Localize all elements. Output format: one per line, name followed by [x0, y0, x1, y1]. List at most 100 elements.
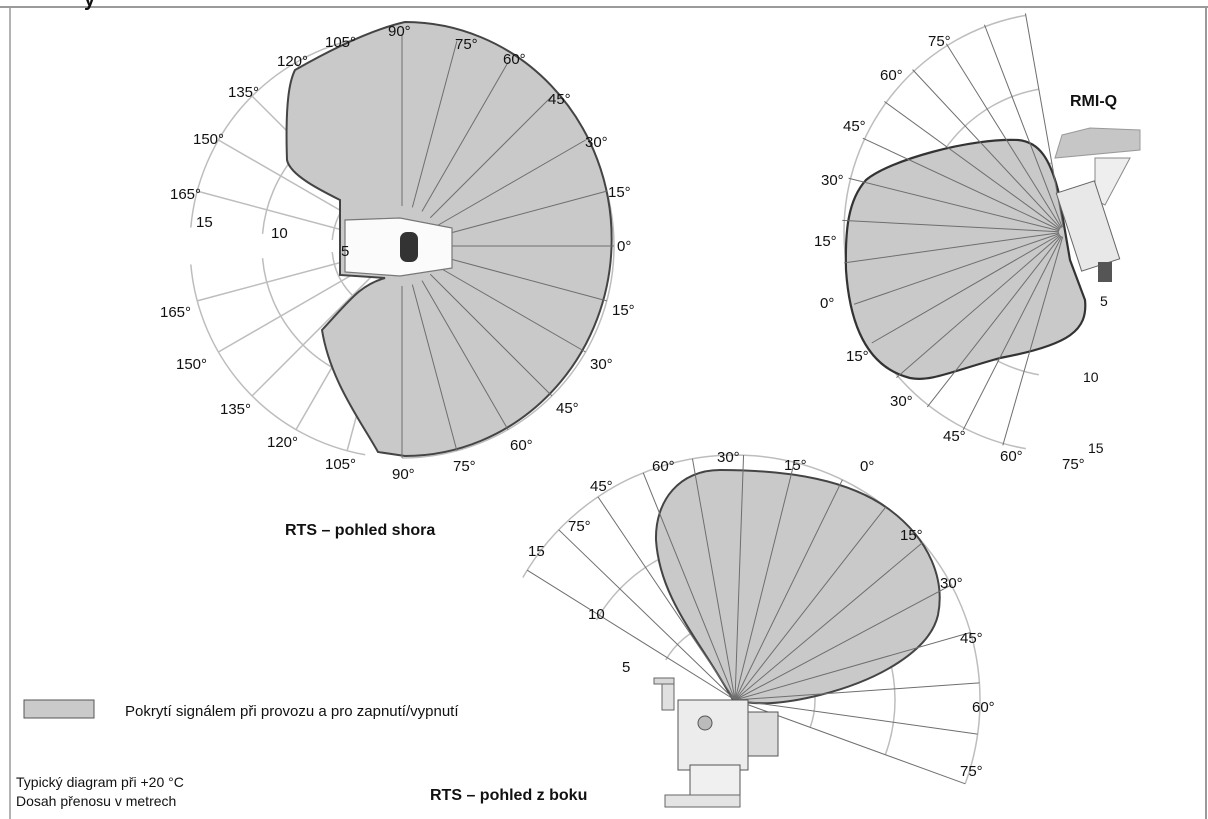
side-angle-60-lower: 60° — [972, 699, 995, 716]
rmiq-spoke — [926, 235, 1062, 408]
side-angle-30: 30° — [717, 449, 740, 466]
top-range-5: 5 — [341, 243, 349, 260]
rmiq-diagram: RMI-Q 75° 60° 45° 30° 15° 0° 15° 30° 45°… — [814, 13, 1141, 473]
top-angle-165-lower: 165° — [160, 304, 191, 321]
side-angle-30-lower: 30° — [940, 575, 963, 592]
side-spoke — [734, 506, 887, 701]
top-spoke — [411, 284, 458, 451]
top-range-10: 10 — [271, 225, 288, 242]
rmiq-spokes — [842, 13, 1064, 446]
side-view-coverage-area — [654, 468, 941, 705]
top-spoke-left-lower — [197, 255, 364, 302]
side-spoke — [691, 458, 736, 701]
rmiq-angle-30-lower: 30° — [890, 393, 913, 410]
rmiq-mount-plate — [1054, 127, 1141, 159]
top-spoke — [436, 265, 586, 353]
side-spoke — [734, 682, 980, 701]
side-range-5: 5 — [622, 659, 630, 676]
top-angle-15-upper: 15° — [608, 184, 631, 201]
rmiq-angle-15: 15° — [814, 233, 837, 250]
top-angle-30: 30° — [585, 134, 608, 151]
side-angle-15: 15° — [784, 457, 807, 474]
rmiq-spoke — [871, 234, 1060, 344]
top-angle-135-lower: 135° — [220, 401, 251, 418]
rmiq-spoke — [844, 232, 1060, 264]
side-spoke — [526, 569, 736, 701]
top-range-15: 15 — [196, 214, 213, 231]
note-temperature: Typický diagram při +20 °C — [16, 774, 184, 790]
side-spoke — [734, 631, 971, 701]
rmiq-title: RMI-Q — [1070, 93, 1117, 110]
side-angle-45-lower: 45° — [960, 630, 983, 647]
legend-text: Pokrytí signálem při provozu a pro zapnu… — [125, 703, 459, 720]
side-view-diagram: 45° 30° 15° 0° 60° 75° 15° 30° 45° 60° 7… — [430, 449, 995, 808]
rmiq-grid-ring — [843, 14, 1026, 450]
header-fragment: y — [84, 0, 96, 11]
rmiq-angle-0: 0° — [820, 295, 834, 312]
top-view-sensor-body — [344, 217, 453, 277]
rmiq-angle-75: 75° — [928, 33, 951, 50]
rmiq-range-10: 10 — [1083, 369, 1099, 385]
side-angle-75: 75° — [568, 518, 591, 535]
side-angle-60: 60° — [652, 458, 675, 475]
rmiq-coverage-area — [844, 138, 1087, 380]
top-angle-45-lower: 45° — [556, 400, 579, 417]
side-spoke — [734, 699, 978, 735]
side-range-15: 15 — [528, 543, 545, 560]
top-angle-120-lower: 120° — [267, 434, 298, 451]
side-spoke — [734, 462, 795, 701]
rmiq-spoke — [884, 101, 1061, 230]
side-view-sensor-device — [653, 677, 779, 808]
rmiq-spoke — [853, 233, 1060, 305]
top-angle-45: 45° — [548, 91, 571, 108]
top-grid-ring-lower-left — [190, 264, 366, 456]
rmiq-spoke — [983, 24, 1063, 228]
top-angle-30-lower: 30° — [590, 356, 613, 373]
rmiq-spoke — [962, 236, 1063, 431]
top-grid-ring-upper-left — [190, 36, 366, 228]
side-range-10: 10 — [588, 606, 605, 623]
rmiq-spoke — [862, 137, 1060, 231]
top-angle-150-lower: 150° — [176, 356, 207, 373]
top-spoke — [440, 255, 607, 302]
top-spoke — [436, 139, 586, 227]
top-spoke — [440, 190, 607, 237]
top-angle-0: 0° — [617, 238, 631, 255]
rmiq-spoke — [842, 219, 1060, 233]
top-view-title: RTS – pohled shora — [285, 522, 435, 539]
rmiq-range-15: 15 — [1088, 440, 1104, 456]
side-spoke — [734, 542, 924, 701]
rmiq-spoke — [945, 43, 1062, 229]
rmiq-range-5: 5 — [1100, 293, 1108, 309]
side-spoke — [642, 472, 736, 701]
side-view-spokes — [526, 455, 980, 785]
rmiq-spoke — [1002, 236, 1064, 446]
rmiq-angle-15-lower: 15° — [846, 348, 869, 365]
top-angle-15-lower: 15° — [612, 302, 635, 319]
top-view-spokes — [401, 34, 614, 458]
side-angle-45: 45° — [590, 478, 613, 495]
top-angle-105: 105° — [325, 34, 356, 51]
top-spoke — [429, 273, 553, 397]
top-spoke — [421, 62, 509, 212]
side-angle-15-lower: 15° — [900, 527, 923, 544]
note-range-units: Dosah přenosu v metrech — [16, 793, 176, 809]
top-angle-75: 75° — [455, 36, 478, 53]
top-angle-165: 165° — [170, 186, 201, 203]
top-spoke — [421, 280, 509, 430]
side-spoke — [734, 455, 745, 701]
top-spoke — [411, 41, 458, 208]
rmiq-angle-75-lower: 75° — [1062, 456, 1085, 473]
top-angle-75-lower: 75° — [453, 458, 476, 475]
side-angle-75-lower: 75° — [960, 763, 983, 780]
top-angle-60: 60° — [503, 51, 526, 68]
rmiq-connector — [1098, 262, 1112, 282]
top-spoke-left — [197, 190, 364, 237]
rmiq-angle-60: 60° — [880, 67, 903, 84]
legend-swatch — [23, 699, 95, 719]
top-view-diagram: 90° 105° 75° 120° 60° 135° 45° 150° 30° … — [160, 20, 635, 539]
top-spoke — [429, 95, 553, 219]
rmiq-spoke — [896, 234, 1061, 379]
side-grid-ring — [522, 454, 981, 785]
